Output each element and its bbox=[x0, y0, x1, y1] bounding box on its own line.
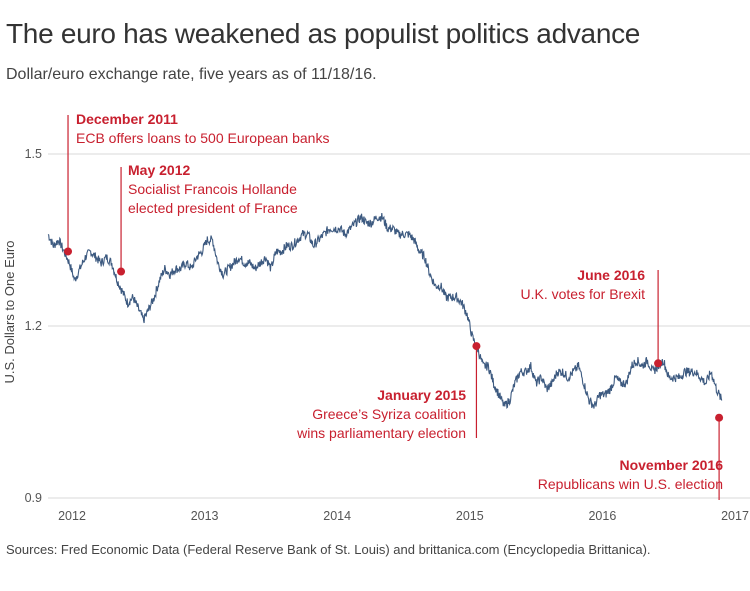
annotation-marker bbox=[715, 413, 724, 422]
annotation-heading: May 2012 bbox=[128, 162, 190, 178]
series-line-exchange-rate bbox=[47, 212, 723, 409]
y-axis-label: U.S. Dollars to One Euro bbox=[2, 240, 17, 383]
x-tick-label: 2015 bbox=[456, 509, 484, 523]
annotation-text: Republicans win U.S. election bbox=[538, 476, 723, 492]
annotation-heading: November 2016 bbox=[619, 457, 723, 473]
y-tick-label: 1.5 bbox=[25, 147, 42, 161]
annotation-text: ECB offers loans to 500 European banks bbox=[76, 130, 329, 146]
annotation-heading: June 2016 bbox=[577, 267, 645, 283]
y-axis-ticks: 0.9 1.2 1.5 bbox=[25, 147, 42, 505]
x-tick-label: 2016 bbox=[588, 509, 616, 523]
x-tick-label: 2013 bbox=[191, 509, 219, 523]
annotation-text: elected president of France bbox=[128, 200, 298, 216]
y-tick-label: 0.9 bbox=[25, 491, 42, 505]
annotation-text: U.K. votes for Brexit bbox=[521, 286, 646, 302]
source-note: Sources: Fred Economic Data (Federal Res… bbox=[6, 542, 651, 557]
annotation-heading: January 2015 bbox=[377, 387, 466, 403]
annotation-text: wins parliamentary election bbox=[296, 425, 466, 441]
x-tick-label: 2012 bbox=[58, 509, 86, 523]
annotation-marker bbox=[117, 267, 126, 276]
x-tick-label: 2017 bbox=[721, 509, 749, 523]
chart-title: The euro has weakened as populist politi… bbox=[6, 18, 641, 49]
y-tick-label: 1.2 bbox=[25, 319, 42, 333]
chart-subtitle: Dollar/euro exchange rate, five years as… bbox=[6, 66, 377, 83]
annotation-lines bbox=[67, 115, 720, 500]
annotation-marker bbox=[654, 359, 663, 368]
annotation-marker bbox=[472, 342, 481, 351]
annotation-heading: December 2011 bbox=[76, 111, 178, 127]
annotation-text: Socialist Francois Hollande bbox=[128, 181, 297, 197]
x-tick-label: 2014 bbox=[323, 509, 351, 523]
x-axis-ticks: 2012 2013 2014 2015 2016 2017 bbox=[58, 509, 749, 523]
gridlines bbox=[48, 153, 750, 499]
annotation-marker bbox=[64, 247, 73, 256]
annotation-text: Greece’s Syriza coalition bbox=[312, 406, 466, 422]
annotation-labels: December 2011 ECB offers loans to 500 Eur… bbox=[76, 111, 723, 492]
annotation-dots bbox=[64, 247, 724, 422]
